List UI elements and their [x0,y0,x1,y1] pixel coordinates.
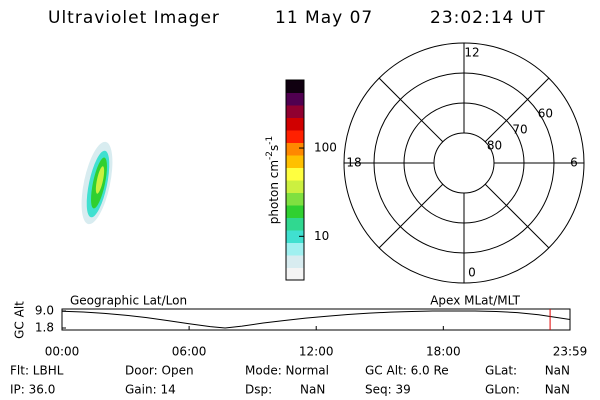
lat-label: 80 [487,138,502,152]
lat-circle [373,72,555,254]
spoke [484,77,550,143]
image-blob [81,141,113,225]
field: Dsp: [245,383,272,397]
field: Gain: 14 [125,383,176,397]
y-axis-label: GC Alt [13,301,27,339]
field: NaN [545,364,570,378]
lat-circle [433,132,495,194]
date: 11 May 07 [275,8,373,28]
field: IP: 36.0 [10,383,55,397]
colorbar-tick-label: 100 [314,141,337,155]
field: GC Alt: 6.0 Re [365,364,449,378]
mlt-label: 6 [570,156,578,170]
colorbar-cell [286,180,304,193]
mlt-label: 18 [346,156,361,170]
colorbar-cell [286,155,304,168]
colorbar-cell [286,117,304,131]
colorbar-cell [286,105,304,118]
colorbar-cell [286,142,304,156]
colorbar-cell [286,205,304,218]
colorbar-cell [286,80,304,93]
colorbar-cell [286,242,304,256]
field: Door: Open [125,364,194,378]
mlt-label: 0 [468,266,476,280]
x-tick-label: 06:00 [172,345,207,359]
x-tick-label: 23:59 [553,345,588,359]
field: Flt: LBHL [10,364,64,378]
field: GLon: [485,383,520,397]
colorbar-cell [286,130,304,143]
polar-edge [343,42,585,284]
mlt-label: 12 [464,46,479,60]
title: Ultraviolet Imager [48,8,220,28]
time: 23:02:14 UT [430,8,546,28]
lat-label: 60 [538,107,553,121]
spoke [484,183,550,249]
left-label: Geographic Lat/Lon [70,294,187,308]
field: NaN [545,383,570,397]
lat-label: 70 [512,123,527,137]
colorbar-tick-label: 10 [314,229,329,243]
field: GLat: [485,364,517,378]
x-tick-label: 12:00 [299,345,334,359]
colorbar-cell [286,230,304,243]
footer: Flt: LBHL Door: Open Mode: Normal GC Alt… [10,364,570,397]
field: Mode: Normal [245,364,329,378]
colorbar-cell [286,192,304,206]
spoke [378,183,444,249]
colorbar-cell [286,92,304,106]
x-tick-label: 18:00 [426,345,461,359]
lat-circle [403,102,525,224]
colorbar-cell [286,255,304,268]
colorbar-cell [286,267,304,281]
y-tick-label: 9.0 [35,304,54,318]
y-tick-label: 1.8 [35,321,54,335]
field: NaN [300,383,325,397]
x-tick-label: 00:00 [45,345,80,359]
colorbar-cell [286,217,304,231]
colorbar-label: photon cm-2s-1 [265,136,281,225]
right-label: Apex MLat/MLT [430,294,520,308]
spoke [378,77,444,143]
field: Seq: 39 [365,383,411,397]
colorbar-frame [285,79,305,281]
colorbar-cell [286,167,304,181]
alt-line [61,310,571,329]
